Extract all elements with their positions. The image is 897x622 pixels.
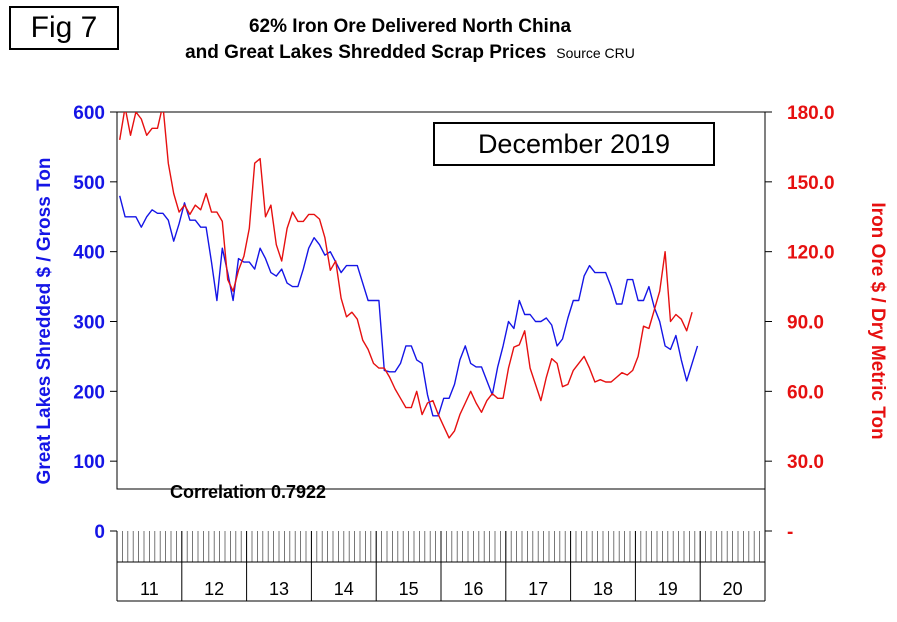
- figure-label: Fig 7: [9, 6, 119, 50]
- left-y-tick-label: 500: [73, 173, 105, 194]
- title-line-2-text: and Great Lakes Shredded Scrap Prices: [185, 42, 547, 63]
- left-y-tick-label: 200: [73, 382, 105, 403]
- x-tick-label: 20: [723, 579, 743, 599]
- right-y-tick-label: 60.0: [787, 382, 824, 403]
- right-y-axis-title: Iron Ore $ / Dry Metric Ton: [867, 202, 888, 439]
- right-y-tick-label: 180.0: [787, 103, 835, 124]
- chart-title: 62% Iron Ore Delivered North China and G…: [150, 14, 670, 66]
- left-y-tick-label: 400: [73, 243, 105, 264]
- x-tick-label: 13: [269, 579, 289, 599]
- left-y-tick-label: 300: [73, 313, 105, 334]
- right-y-tick-label: 150.0: [787, 173, 835, 194]
- left-y-tick-label: 100: [73, 452, 105, 473]
- right-y-tick-label: 120.0: [787, 243, 835, 264]
- plot-frame: [116, 111, 766, 490]
- x-tick-label: 14: [334, 579, 354, 599]
- right-y-tick-label: 90.0: [787, 313, 824, 334]
- series-layer: [119, 112, 699, 439]
- x-tick-label: 17: [528, 579, 548, 599]
- period-box: December 2019: [433, 122, 715, 166]
- left-y-tick-label: 600: [73, 103, 105, 124]
- right-y-tick-label: 30.0: [787, 452, 824, 473]
- left-y-tick-label: 0: [94, 522, 105, 543]
- right-y-tick-label: -: [787, 522, 793, 543]
- title-line-1: 62% Iron Ore Delivered North China: [248, 16, 572, 37]
- left-y-axis-title: Great Lakes Shredded $ / Gross Ton: [34, 158, 55, 485]
- x-tick-label: 11: [140, 579, 159, 599]
- iron-ore-price-line: [119, 112, 693, 439]
- x-tick-label: 16: [463, 579, 483, 599]
- x-tick-label: 15: [399, 579, 419, 599]
- axes: 0 100 200 300 400 500 600 - 30.0 60.0 90.0 120.0 150…: [34, 103, 888, 602]
- correlation-label: Correlation 0.7922: [170, 482, 327, 502]
- title-line-2: and Great Lakes Shredded Scrap Prices Sou…: [150, 40, 670, 66]
- x-tick-label: 12: [204, 579, 224, 599]
- source-note: Source CRU: [556, 45, 635, 61]
- x-tick-label: 18: [593, 579, 613, 599]
- x-tick-label: 19: [658, 579, 678, 599]
- scrap-price-line: [119, 195, 699, 417]
